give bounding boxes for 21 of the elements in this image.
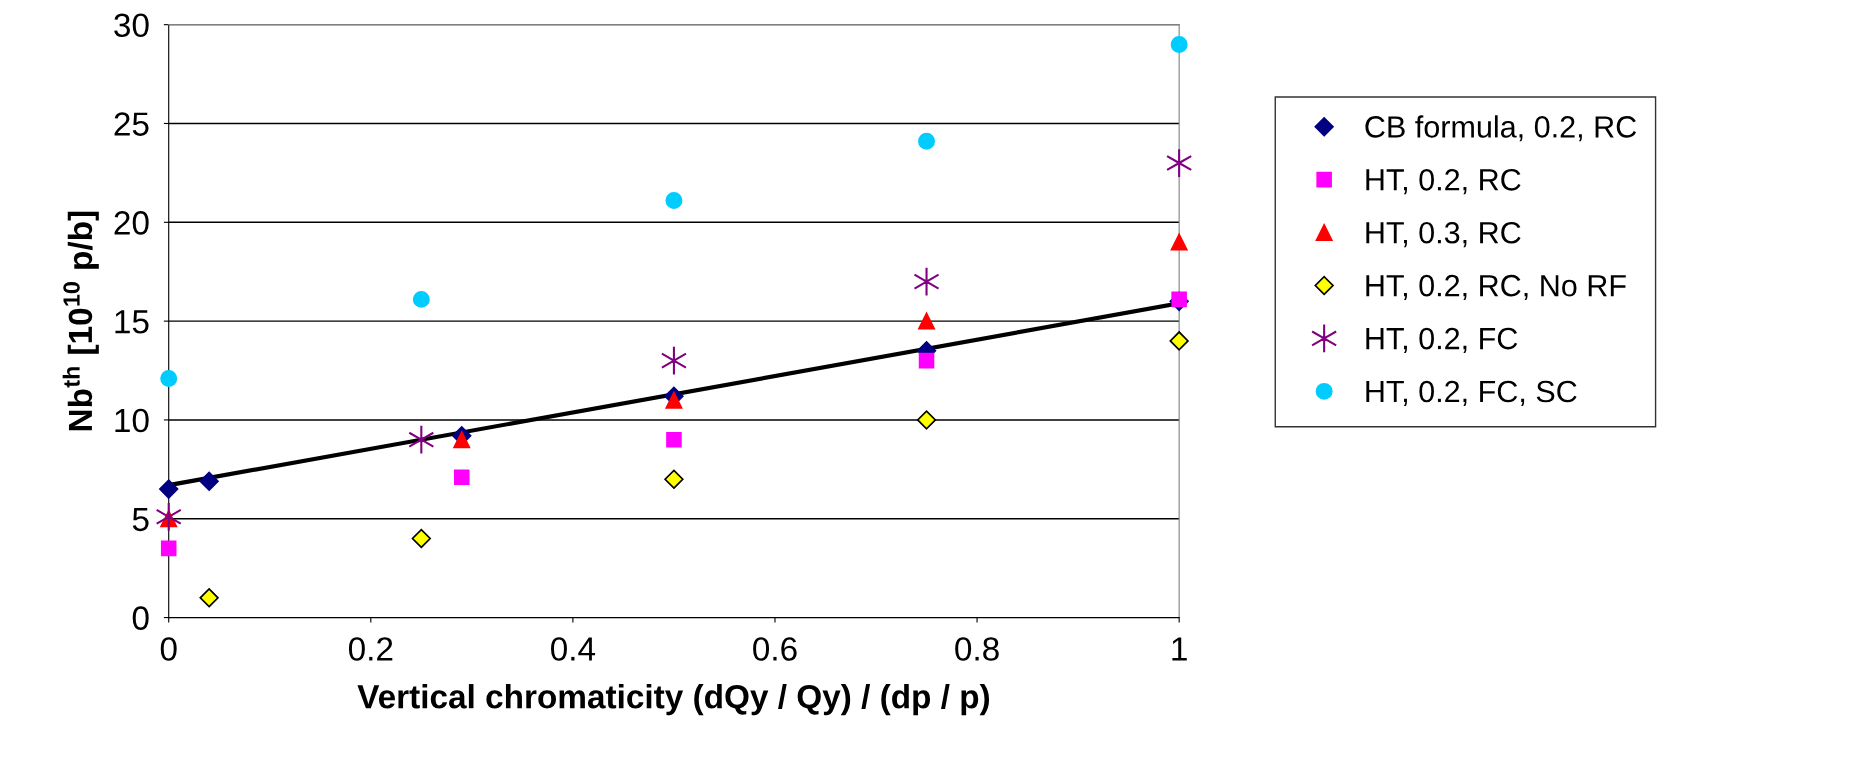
- legend-label: HT, 0.2, FC, SC: [1366, 380, 1577, 406]
- legend-label: CB formula, 0.2, RC: [1365, 115, 1637, 142]
- legend-label: HT, 0.2, RC: [1366, 169, 1521, 195]
- x-tick-label: 0.4: [551, 637, 596, 661]
- legend-label: HT, 0.2, RC, No RF: [1366, 274, 1626, 301]
- x-tick-label: 1: [1172, 637, 1187, 661]
- y-tick-label: 20: [114, 211, 149, 235]
- y-tick-label: 25: [114, 112, 149, 136]
- x-tick-label: 0.2: [348, 637, 393, 661]
- y-tick-label: 30: [114, 13, 149, 38]
- y-axis-title: Nb$^{th}$ [10$^{10}$ p/b]: [62, 211, 99, 431]
- x-tick-label: 0.6: [753, 637, 797, 661]
- y-tick-label: 15: [115, 310, 149, 334]
- y-tick-label: 5: [132, 507, 149, 532]
- x-tick-label: 0.8: [955, 637, 999, 661]
- y-tick-label: 10: [115, 408, 149, 433]
- y-tick-label: 0: [132, 606, 149, 630]
- x-axis-title: Vertical chromaticity (dQy / Qy) / (dp / p): [357, 684, 990, 716]
- legend-label: HT, 0.3, RC: [1366, 221, 1521, 248]
- legend-label: HT, 0.2, FC: [1366, 327, 1518, 354]
- x-tick-label: 0: [160, 637, 177, 661]
